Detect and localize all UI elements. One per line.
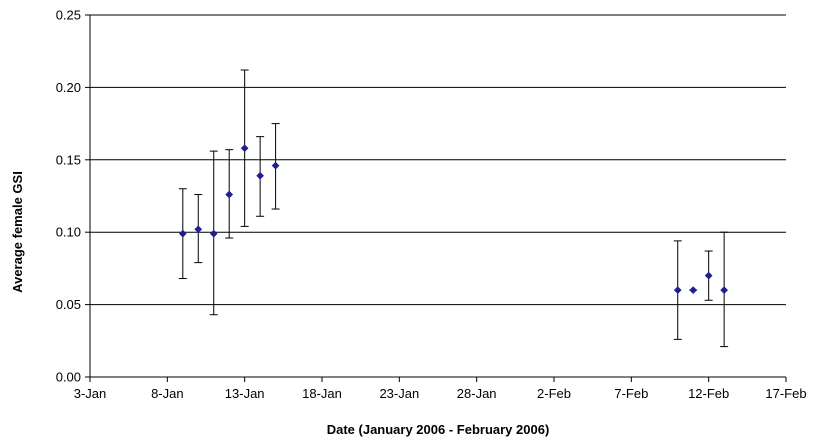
data-point-6 [271, 161, 280, 170]
data-point-3 [225, 190, 234, 199]
data-point-4 [240, 144, 249, 153]
data-point-9 [704, 271, 713, 280]
data-point-5 [256, 171, 265, 180]
data-points [178, 144, 729, 295]
data-point-8 [689, 286, 698, 295]
y-tick-label-1: 0.05 [56, 297, 81, 312]
gridlines [90, 14, 786, 306]
x-tick-label-2: 13-Jan [225, 386, 265, 401]
x-axis-title: Date (January 2006 - February 2006) [327, 422, 550, 437]
error-bars [178, 69, 729, 348]
x-tick-label-5: 28-Jan [457, 386, 497, 401]
y-tick-label-5: 0.25 [56, 8, 81, 23]
data-point-2 [209, 229, 218, 238]
y-axis-title: Average female GSI [10, 171, 25, 293]
x-tick-label-3: 18-Jan [302, 386, 342, 401]
x-tick-label-8: 12-Feb [688, 386, 729, 401]
tick-labels: 0.00 0.05 0.10 0.15 0.20 0.25 3-Jan 8-Jan 13-Jan… [56, 8, 807, 402]
x-tick-label-9: 17-Feb [765, 386, 806, 401]
data-point-1 [194, 225, 203, 234]
data-point-7 [673, 286, 682, 295]
y-tick-label-2: 0.10 [56, 225, 81, 240]
data-point-10 [720, 286, 729, 295]
data-point-0 [178, 229, 187, 238]
x-tick-label-7: 7-Feb [614, 386, 648, 401]
x-tick-label-6: 2-Feb [537, 386, 571, 401]
x-tick-label-4: 23-Jan [379, 386, 419, 401]
x-tick-label-1: 8-Jan [151, 386, 184, 401]
y-tick-label-3: 0.15 [56, 152, 81, 167]
y-tick-label-4: 0.20 [56, 80, 81, 95]
axes [85, 14, 787, 382]
y-tick-label-0: 0.00 [56, 370, 81, 385]
x-tick-label-0: 3-Jan [74, 386, 107, 401]
